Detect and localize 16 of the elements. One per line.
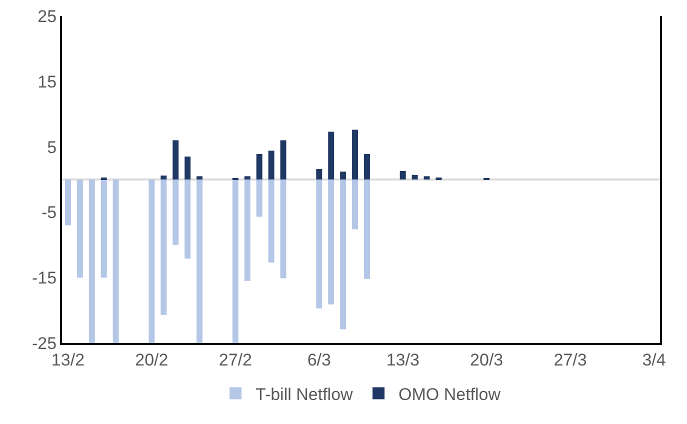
y-tick-label: -25 [32,334,57,353]
x-tick-label: 13/2 [51,350,85,370]
legend-label: T-bill Netflow [256,384,354,404]
y-tick-label: 25 [38,6,57,26]
legend-label: OMO Netflow [398,384,502,404]
y-tick-label: -5 [41,203,57,222]
x-tick-label: 20/2 [135,350,168,370]
y-tick-label: 15 [38,72,57,92]
y-tick-label: -15 [32,268,57,288]
x-tick-label: 27/2 [218,350,252,370]
y-tick-label: 5 [47,138,57,157]
x-tick-label: 13/3 [386,350,420,370]
x-tick-label: 6/3 [307,350,331,370]
x-tick-label: 20/3 [470,350,504,370]
x-tick-label: 3/4 [642,350,666,370]
x-tick-label: 27/3 [554,350,587,370]
